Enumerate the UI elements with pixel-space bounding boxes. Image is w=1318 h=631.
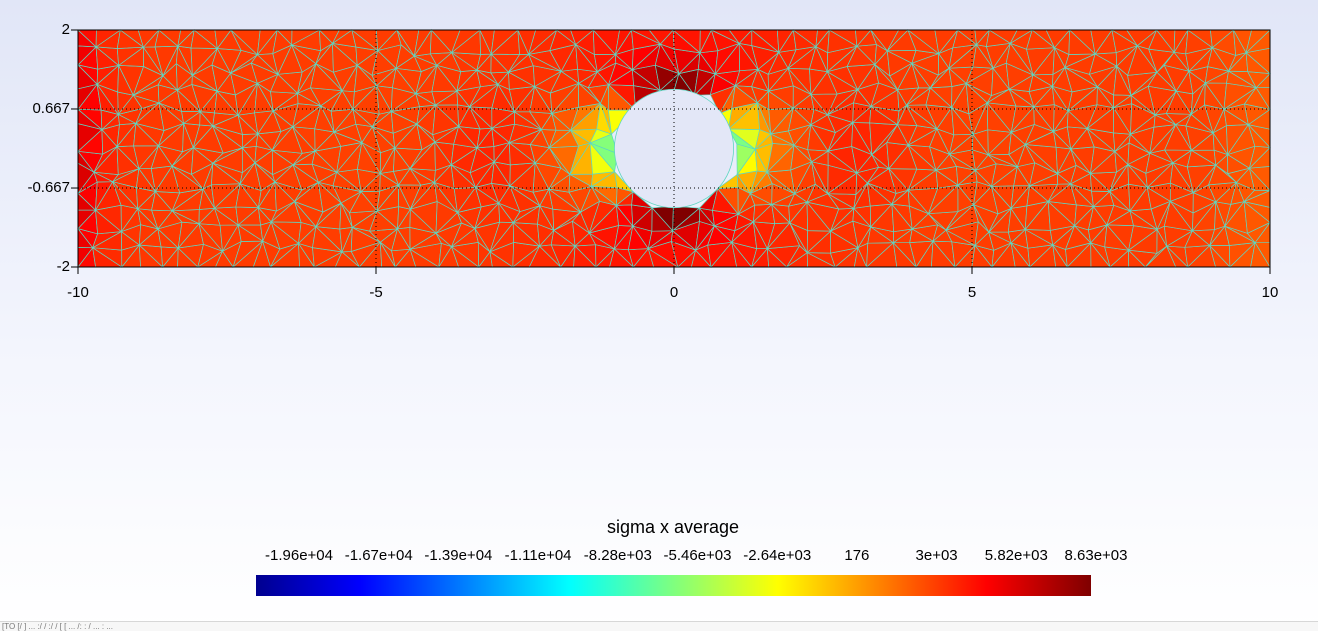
mesh-elements bbox=[76, 28, 1272, 269]
hole bbox=[614, 88, 735, 209]
mesh-element bbox=[631, 191, 654, 209]
colorbar-tick-label: -1.39e+04 bbox=[424, 547, 493, 564]
colorbar-tick-label: -1.11e+04 bbox=[504, 547, 572, 564]
colorbar-title: sigma x average bbox=[606, 517, 740, 537]
colorbar-tick-label: -1.67e+04 bbox=[344, 547, 413, 564]
grid-lines bbox=[78, 30, 1270, 267]
x-tick-label: -5 bbox=[369, 284, 383, 301]
colorbar-tick-label: 8.63e+03 bbox=[1064, 547, 1128, 564]
colorbar-tick-label: -5.46e+03 bbox=[663, 547, 732, 564]
y-tick-label: 2 bbox=[61, 21, 70, 38]
colorbar-tick-labels: -1.96e+04 -1.67e+04 -1.39e+04 -1.11e+04 -8.2… bbox=[0, 548, 1318, 566]
x-tick-label: -10 bbox=[67, 284, 89, 301]
y-tick-label: 0.667 bbox=[32, 99, 70, 117]
status-bar-text: [TO [/ ] ... :/ / :/ / [ [ ... /: : / ..… bbox=[2, 622, 113, 631]
mesh-element bbox=[672, 205, 701, 232]
y-tick-label: -2 bbox=[56, 258, 70, 275]
colorbar-tick-label: 3e+03 bbox=[915, 547, 958, 564]
y-tick-label: -0.667 bbox=[27, 179, 70, 197]
x-tick-label: 5 bbox=[967, 284, 977, 301]
colorbar-tick-label: 5.82e+03 bbox=[984, 547, 1048, 564]
colorbar-tick-label: -8.28e+03 bbox=[583, 547, 652, 564]
colorbar-tick-label: -1.96e+04 bbox=[265, 547, 333, 564]
x-tick-label: 0 bbox=[669, 284, 679, 301]
mesh-element bbox=[614, 170, 635, 193]
colorbar bbox=[256, 575, 1091, 596]
colorbar-tick-label: 176 bbox=[844, 547, 870, 564]
colorbar-tick-label: -2.64e+03 bbox=[743, 547, 812, 564]
x-tick-label: 10 bbox=[1261, 284, 1279, 301]
status-bar: [TO [/ ] ... :/ / :/ / [ [ ... /: : / ..… bbox=[0, 621, 1318, 631]
